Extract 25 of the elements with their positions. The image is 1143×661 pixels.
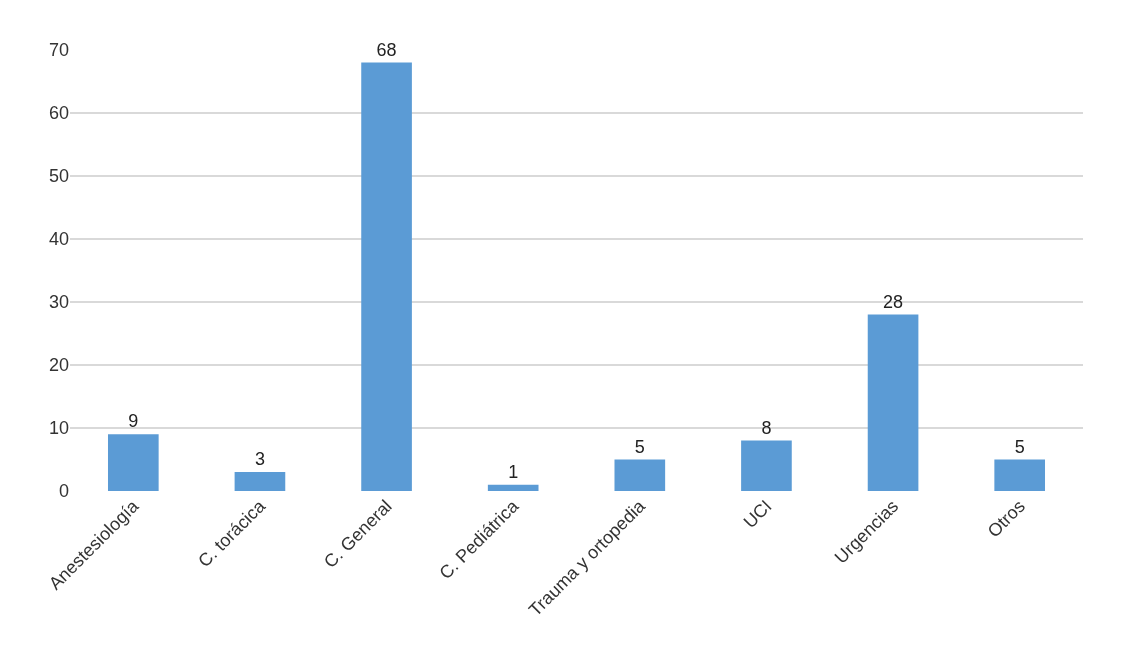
data-label: 5 [1014,436,1025,457]
data-label: 9 [128,411,139,432]
y-tick-label: 60 [48,103,69,124]
y-tick-label: 50 [48,166,69,187]
data-label: 3 [254,449,265,470]
data-label: 5 [634,436,645,457]
bar [361,62,412,491]
bar [234,472,286,491]
bar [994,459,1046,491]
y-tick-label: 20 [48,355,69,376]
data-label: 1 [508,461,519,482]
bar [867,314,919,491]
y-tick-label: 30 [48,292,69,313]
y-tick-label: 0 [58,481,69,502]
y-tick-label: 40 [48,229,69,250]
bar [107,434,159,491]
y-tick-label: 10 [48,418,69,439]
x-tick-label: UCI [739,496,776,533]
data-label: 28 [883,291,904,312]
bar [614,459,666,491]
bar [487,484,539,491]
data-label: 68 [376,39,397,60]
data-label: 8 [761,417,772,438]
bar [741,440,792,491]
y-tick-label: 70 [48,40,69,61]
